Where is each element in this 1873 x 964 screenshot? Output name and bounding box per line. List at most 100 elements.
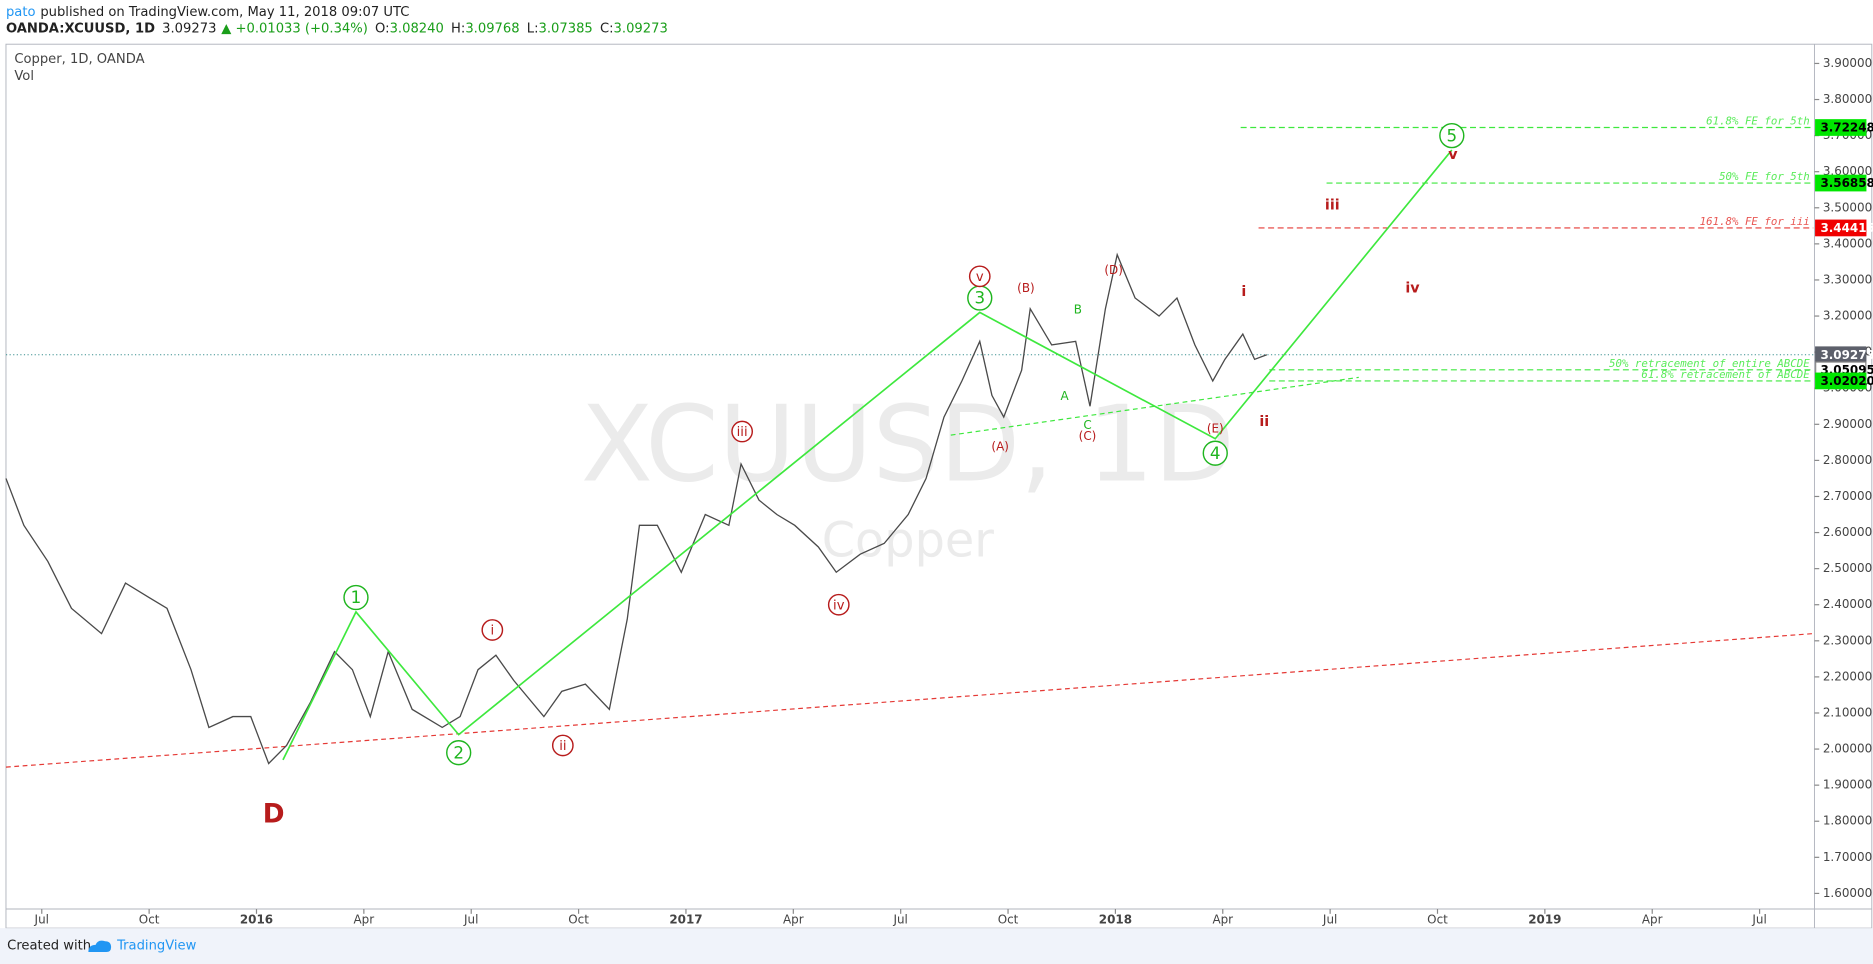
- wave-circle: [731, 420, 754, 443]
- symbol-line: OANDA:XCUUSD, 1D 3.09273 ▲ +0.01033 (+0.34…: [6, 21, 668, 36]
- ohlc-value: 3.08240: [390, 21, 444, 36]
- brand-icon: [88, 940, 112, 953]
- y-tick-label: 2.20000: [1823, 669, 1872, 683]
- y-tick-label: 2.30000: [1823, 633, 1872, 647]
- wave-label: iv: [833, 598, 845, 613]
- wave-label: (D): [1104, 263, 1123, 277]
- wave-label: iii: [737, 425, 748, 440]
- wave-circle: [551, 734, 574, 757]
- wave-label: C: [1083, 418, 1091, 432]
- ohlc-label: H:: [451, 21, 465, 36]
- wave-label: v: [1448, 147, 1458, 163]
- price-badge: [1815, 219, 1867, 237]
- wave-label: ii: [1259, 414, 1269, 430]
- wave-label: i: [491, 624, 495, 639]
- wave-circle: [827, 593, 850, 616]
- wave-label: ii: [559, 739, 566, 754]
- x-tick-label: Jul: [1751, 912, 1766, 926]
- wave-label: B: [1074, 303, 1082, 317]
- y-tick-label: 3.30000: [1823, 272, 1872, 286]
- fib-level-text: 50% FE for 5th: [1719, 170, 1810, 183]
- last: 3.09273: [162, 21, 216, 36]
- x-tick-label: Apr: [1642, 912, 1663, 926]
- x-tick-label: 2016: [240, 912, 273, 926]
- x-tick-label: Jul: [1322, 912, 1337, 926]
- ohlc-label: C:: [600, 21, 614, 36]
- price-badge-label: 3.44415: [1820, 221, 1873, 235]
- y-tick-label: 2.40000: [1823, 597, 1872, 611]
- x-tick-label: Apr: [783, 912, 804, 926]
- y-tick-label: 2.60000: [1823, 525, 1872, 539]
- wave-label: i: [1241, 284, 1246, 300]
- wave-circle: [481, 619, 504, 641]
- change: ▲ +0.01033 (+0.34%): [221, 21, 368, 36]
- wave-label: 1: [351, 587, 362, 607]
- wave-path: [282, 149, 1453, 761]
- wave-circle: [1439, 122, 1465, 149]
- x-tick-label: 2017: [669, 912, 702, 926]
- wave-circle: [1202, 440, 1228, 466]
- fib-level-text: 161.8% FE for iii: [1700, 215, 1810, 228]
- ohlc-value: 3.09273: [614, 21, 668, 36]
- y-tick-label: 1.60000: [1823, 886, 1872, 900]
- y-tick-label: 3.80000: [1823, 92, 1872, 106]
- price-badge-label: 3.72248: [1820, 121, 1873, 135]
- wave-label: A: [1061, 389, 1070, 403]
- wave-label: 3: [974, 288, 985, 308]
- ohlc-label: L:: [527, 21, 539, 36]
- x-tick-label: 2019: [1528, 912, 1561, 926]
- wave-label: (A): [991, 440, 1008, 454]
- published: published on TradingView.com, May 11, 20…: [40, 4, 409, 19]
- price-badge-label: 3.02020: [1820, 374, 1873, 388]
- trendline: [5, 633, 1814, 768]
- wave-label: (E): [1207, 422, 1224, 436]
- ohlc: O:3.08240 H:3.09768 L:3.07385 C:3.09273: [375, 21, 668, 36]
- price-badge: [1815, 372, 1867, 390]
- y-tick-label: 1.70000: [1823, 850, 1872, 864]
- y-tick-label: 2.00000: [1823, 742, 1872, 756]
- publish-line: pato published on TradingView.com, May 11…: [6, 4, 409, 19]
- watermark: XCUUSD, 1D: [581, 382, 1235, 505]
- footer-bar: [0, 928, 1873, 964]
- wave-label: 2: [453, 742, 464, 762]
- footer-created: Created with: [7, 939, 91, 954]
- x-tick-label: Apr: [1212, 912, 1233, 926]
- price-badge: [1815, 174, 1867, 192]
- chart-title: Copper, 1D, OANDA: [14, 52, 144, 67]
- wave-label: (C): [1079, 429, 1097, 443]
- y-tick-label: 2.10000: [1823, 705, 1872, 719]
- symbol: OANDA:XCUUSD, 1D: [6, 21, 155, 36]
- x-tick-label: Jul: [892, 912, 907, 926]
- price-badge: [1815, 119, 1867, 136]
- footer-brand[interactable]: TradingView: [116, 939, 197, 954]
- chart-subtitle: Vol: [14, 69, 34, 84]
- x-tick-label: Apr: [354, 912, 375, 926]
- x-tick-label: Oct: [568, 912, 589, 926]
- author[interactable]: pato: [6, 4, 36, 19]
- ohlc-label: O:: [375, 21, 390, 36]
- price-line: [5, 252, 1268, 765]
- y-tick-label: 3.20000: [1823, 309, 1872, 323]
- watermark-sub: Copper: [822, 514, 995, 569]
- x-tick-label: 2018: [1099, 912, 1132, 926]
- fib-level-text: 61.8% retracement of ABCDE: [1641, 368, 1810, 381]
- price-badge-label: 3.56858: [1820, 176, 1873, 190]
- wave-label: 5: [1446, 125, 1457, 145]
- ohlc-value: 3.09768: [465, 21, 519, 36]
- wave-label: D: [263, 800, 285, 830]
- x-tick-label: Oct: [998, 912, 1019, 926]
- plot: 1.60000 1.70000 1.80000 1.90000 2.00000 2.100…: [5, 56, 1873, 926]
- y-tick-label: 2.50000: [1823, 561, 1872, 575]
- x-tick-label: Jul: [34, 912, 49, 926]
- price-badge-label: 3.09273: [1820, 348, 1873, 362]
- y-tick-label: 2.70000: [1823, 489, 1872, 503]
- wave-circle: [968, 265, 991, 288]
- wave-label: 4: [1210, 443, 1221, 463]
- wave-label: v: [976, 270, 984, 285]
- wave-label: iii: [1325, 197, 1340, 213]
- y-tick-label: 3.90000: [1823, 56, 1872, 70]
- y-tick-label: 3.40000: [1823, 236, 1872, 250]
- x-tick-label: Jul: [463, 912, 478, 926]
- x-tick-label: Oct: [1427, 912, 1448, 926]
